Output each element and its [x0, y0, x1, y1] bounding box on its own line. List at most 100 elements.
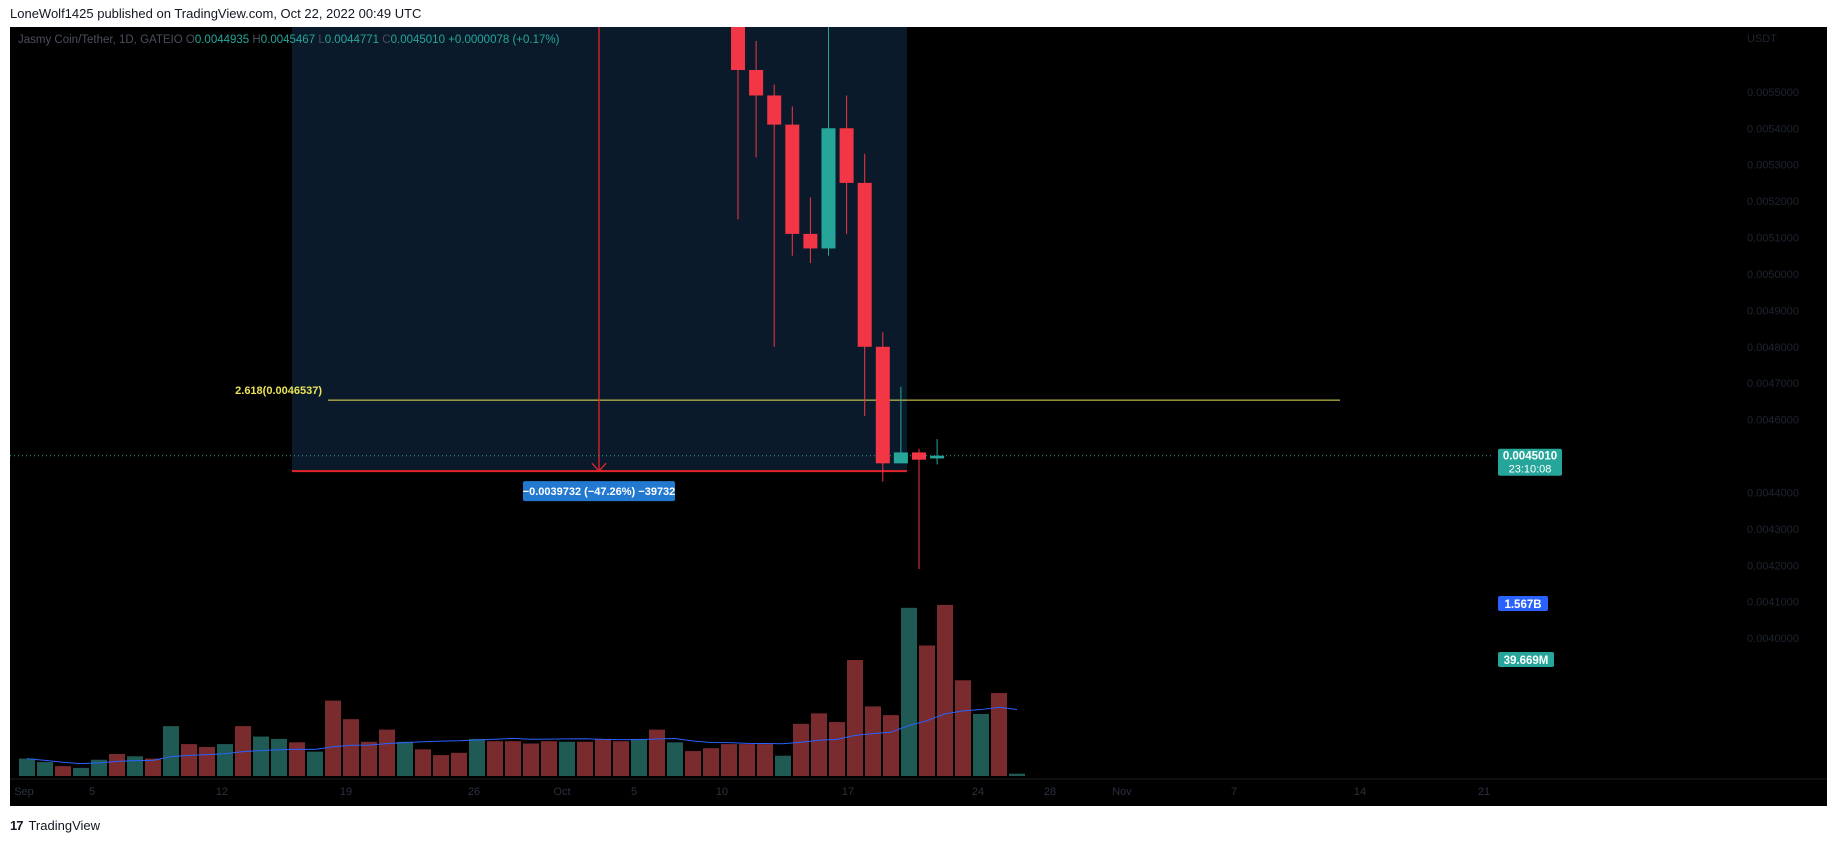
volume-bar: [631, 738, 647, 776]
volume-bar: [811, 713, 827, 776]
volume-bar: [739, 744, 755, 776]
y-tick-label: 0.0055000: [1747, 87, 1799, 99]
candle-body: [731, 27, 745, 70]
volume-bar: [649, 729, 665, 776]
y-tick-label: 0.0047000: [1747, 378, 1799, 390]
y-tick-label: 0.0050000: [1747, 269, 1799, 281]
volume-bar: [577, 741, 593, 776]
volume-bar: [847, 660, 863, 776]
volume-ma-label: 1.567B: [1504, 599, 1541, 611]
currency-label: USDT: [1747, 33, 1777, 45]
volume-bar: [433, 755, 449, 776]
volume-bar: [505, 741, 521, 776]
legend-high: 0.0045467: [260, 34, 316, 46]
y-tick-label: 0.0048000: [1747, 342, 1799, 354]
last-price-label: 0.0045010: [1503, 451, 1557, 463]
volume-bar: [865, 706, 881, 776]
tradingview-logo-icon: 17: [10, 817, 24, 833]
volume-bar: [883, 715, 899, 776]
volume-bar: [19, 758, 35, 776]
volume-bar: [973, 713, 989, 776]
publisher-caption: LoneWolf1425 published on TradingView.co…: [10, 6, 422, 21]
candle-body: [857, 182, 872, 347]
volume-bar: [145, 758, 161, 776]
fib-level-label: 2.618(0.0046537): [235, 385, 322, 397]
x-tick-label: 24: [972, 786, 984, 798]
candle-body: [821, 128, 836, 249]
volume-bar: [595, 738, 611, 776]
x-tick-label: 12: [216, 786, 228, 798]
volume-bar: [937, 604, 953, 776]
candle-body: [839, 128, 854, 183]
volume-bar: [1009, 773, 1025, 776]
y-tick-label: 0.0053000: [1747, 160, 1799, 172]
y-tick-label: 0.0054000: [1747, 123, 1799, 135]
legend-close: 0.0045010: [390, 34, 445, 46]
volume-bar: [667, 742, 683, 776]
volume-bar: [703, 748, 719, 776]
candle-body: [803, 233, 818, 249]
x-tick-label: 28: [1044, 786, 1056, 798]
volume-label: 39.669M: [1504, 655, 1549, 667]
candle-body: [785, 124, 800, 234]
x-tick-label: Sep: [14, 786, 34, 798]
volume-bar: [127, 756, 143, 776]
volume-bar: [523, 743, 539, 776]
ohlc-legend: Jasmy Coin/Tether, 1D, GATEIO O0.0044935…: [18, 34, 560, 46]
volume-bar: [415, 749, 431, 776]
volume-bar: [955, 680, 971, 776]
volume-bar: [901, 607, 917, 776]
volume-ma-line: [26, 706, 1018, 765]
brand-name: TradingView: [28, 817, 101, 833]
x-tick-label: 5: [89, 786, 95, 798]
volume-bar: [757, 744, 773, 776]
volume-bar: [469, 738, 485, 776]
volume-bar: [559, 741, 575, 776]
chart-area[interactable]: 0.0055000 0.0054000 0.0053000 0.0052000 0.00…: [10, 27, 1827, 806]
volume-bar: [325, 700, 341, 776]
x-tick-label: 14: [1354, 786, 1366, 798]
volume-bar: [829, 722, 845, 776]
candle-body: [749, 69, 764, 96]
volume-bar: [487, 741, 503, 776]
volume-bar: [397, 741, 413, 776]
legend-open: 0.0044935: [194, 34, 250, 46]
candle-body: [767, 95, 782, 125]
volume-bar: [991, 693, 1007, 776]
x-tick-label: 21: [1478, 786, 1490, 798]
volume-bar: [37, 762, 53, 776]
measure-label-box: [523, 481, 675, 502]
x-tick-label: 19: [340, 786, 352, 798]
volume-bar: [271, 738, 287, 776]
volume-bar: [109, 753, 125, 776]
volume-bar: [793, 723, 809, 776]
volume-bar: [73, 767, 89, 776]
x-tick-label: Nov: [1112, 786, 1132, 798]
candle-body: [912, 452, 926, 460]
legend-change: +0.0000078 (+0.17%): [448, 34, 560, 46]
volume-bar: [181, 744, 197, 776]
legend-low: 0.0044771: [324, 34, 380, 46]
volume-bar: [163, 726, 179, 776]
y-tick-label: 0.0044000: [1747, 487, 1799, 499]
x-tick-label: Oct: [553, 786, 570, 798]
volume-bar: [775, 755, 791, 776]
volume-bar: [91, 759, 107, 776]
volume-bar: [289, 742, 305, 776]
volume-bar: [307, 751, 323, 776]
price-chart[interactable]: 0.0055000 0.0054000 0.0053000 0.0052000 0.00…: [10, 27, 1827, 806]
y-tick-label: 0.0043000: [1747, 524, 1799, 536]
candle-body: [930, 455, 945, 459]
y-tick-label: 0.0049000: [1747, 305, 1799, 317]
footer-brand[interactable]: 17 TradingView: [10, 815, 100, 835]
y-tick-label: 0.0041000: [1747, 597, 1799, 609]
legend-symbol: Jasmy Coin/Tether, 1D, GATEIO: [18, 34, 183, 46]
x-tick-label: 26: [468, 786, 480, 798]
volume-bar: [343, 719, 359, 776]
y-tick-label: 0.0046000: [1747, 415, 1799, 427]
x-tick-label: 17: [842, 786, 854, 798]
volume-bar: [541, 741, 557, 776]
volume-bar: [199, 747, 215, 776]
measure-label: −0.0039732 (−47.26%) −39732: [523, 486, 676, 498]
volume-bar: [451, 752, 467, 776]
